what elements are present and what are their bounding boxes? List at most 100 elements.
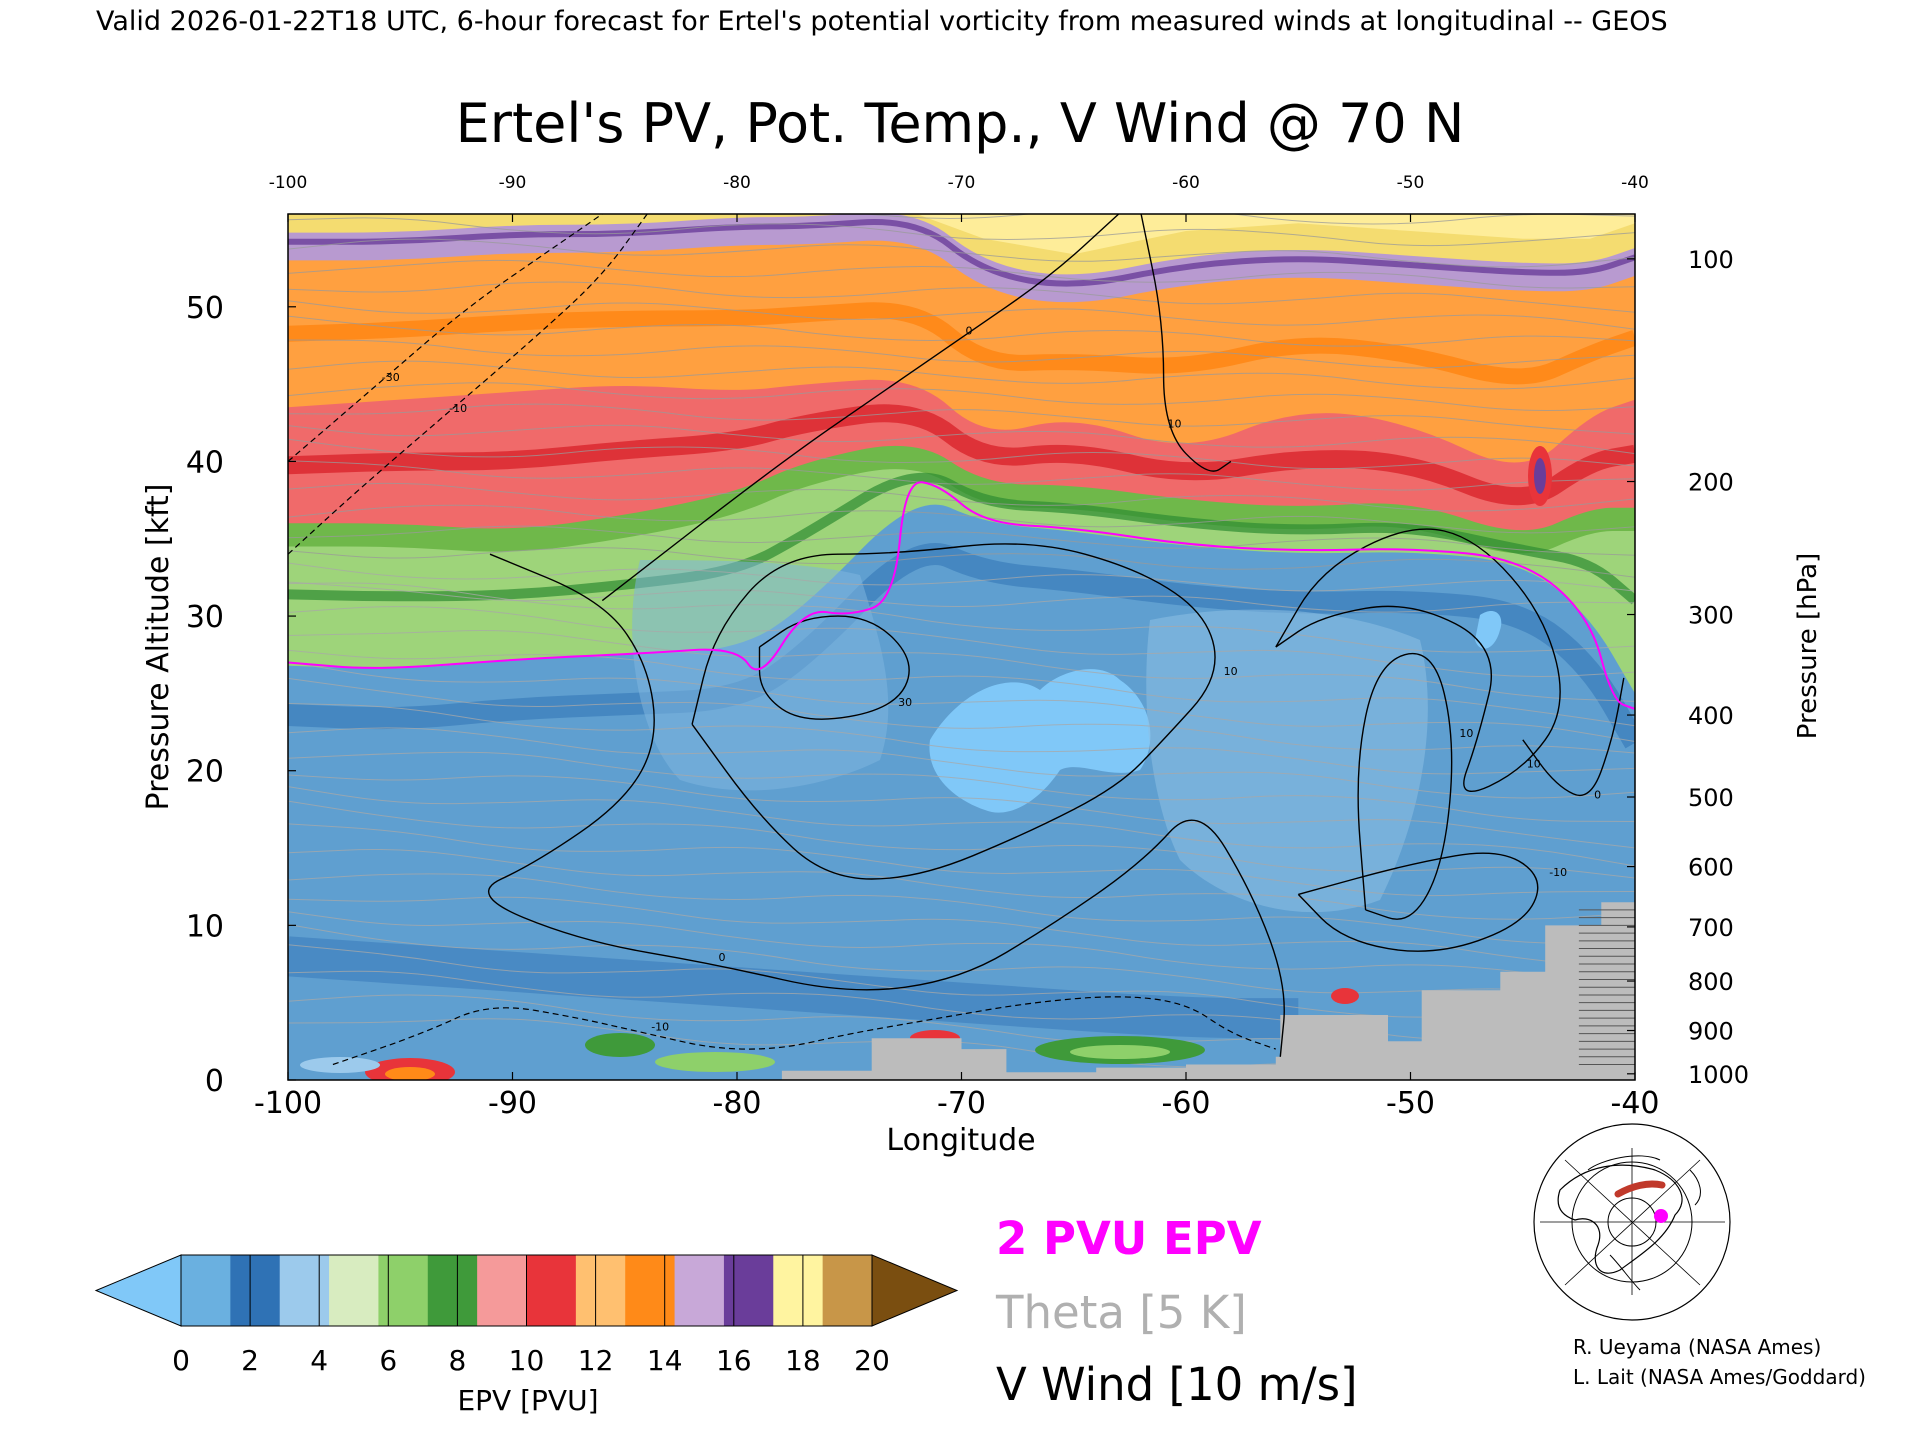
x-tick-label: -70 xyxy=(937,1086,986,1121)
epv-band xyxy=(288,404,1635,506)
v-wind-contour-label: -10 xyxy=(449,402,467,415)
y-tick-label: 20 xyxy=(186,755,224,790)
pressure-axis-label: Pressure [hPa] xyxy=(1793,553,1823,740)
x-top-tick-label: -60 xyxy=(1172,173,1200,193)
v-wind-contour xyxy=(1275,528,1561,792)
theta-contour xyxy=(288,315,1635,347)
y-tick-label: 10 xyxy=(186,909,224,944)
pressure-tick-label: 500 xyxy=(1688,784,1734,812)
theta-contour xyxy=(288,460,1635,491)
theta-contour xyxy=(288,703,1635,775)
theta-contour xyxy=(288,217,1635,247)
theta-contour xyxy=(288,504,1635,534)
y-tick-label: 0 xyxy=(205,1064,224,1099)
pressure-tick-label: 200 xyxy=(1688,469,1734,497)
theta-contour xyxy=(288,339,1635,369)
surface-pv-patch xyxy=(385,1067,435,1080)
colorbar-tick-label: 16 xyxy=(716,1344,752,1377)
theta-contour xyxy=(288,661,1635,742)
colorbar-under-triangle xyxy=(94,1254,182,1327)
surface-pv-patch xyxy=(300,1057,380,1073)
surface-pv-patch xyxy=(1534,458,1546,494)
section-line xyxy=(1614,1180,1666,1198)
legend-theta: Theta [5 K] xyxy=(995,1286,1247,1339)
v-wind-contour xyxy=(758,615,910,720)
theta-contour xyxy=(288,300,1635,330)
theta-contour xyxy=(288,800,1635,879)
epv-band xyxy=(288,936,1299,1039)
v-wind-contour-label: 0 xyxy=(966,325,973,338)
v-wind-contour xyxy=(1357,652,1453,920)
colorbar-tick-label: 4 xyxy=(310,1344,328,1377)
theta-contour xyxy=(288,403,1635,435)
theta-contour xyxy=(288,677,1635,754)
coastline xyxy=(1587,1155,1701,1291)
epv-band xyxy=(288,219,1635,287)
v-wind-contour-label: 10 xyxy=(1527,758,1541,771)
credit-ueyama: R. Ueyama (NASA Ames) xyxy=(1573,1335,1821,1359)
theta-contour xyxy=(288,774,1635,849)
x-top-tick-label: -40 xyxy=(1621,173,1649,193)
theta-contour xyxy=(288,924,1635,1004)
x-axis: -100 -90 -80 -70 -60 -50 -40 xyxy=(254,1072,1660,1121)
terrain-fill xyxy=(748,902,1635,1080)
locator-map xyxy=(1533,1123,1731,1321)
v-wind-contour-label: 10 xyxy=(1168,418,1182,431)
colorbar-swatch xyxy=(230,1255,281,1326)
y-axis-label: Pressure Altitude [kft] xyxy=(141,484,176,811)
colorbar-tick-label: 8 xyxy=(448,1344,466,1377)
theta-contour xyxy=(288,786,1635,867)
theta-contour xyxy=(288,649,1635,727)
theta-contour xyxy=(288,424,1635,455)
pressure-tick-label: 300 xyxy=(1688,602,1734,630)
v-wind-contours: 0 0 10 30 10 -10 10 10 0 -30 -10 -10 xyxy=(288,214,1625,1066)
v-wind-contour-dashed xyxy=(332,996,1276,1066)
colorbar-swatch xyxy=(625,1255,676,1326)
pressure-tick-label: 400 xyxy=(1688,702,1734,730)
surface-pv-patch xyxy=(585,1033,655,1057)
theta-contour xyxy=(288,562,1635,592)
epv-band xyxy=(288,302,1635,385)
pressure-tick-label: 900 xyxy=(1688,1018,1734,1046)
theta-contour xyxy=(288,873,1635,944)
colorbar-swatch xyxy=(279,1255,330,1326)
plot-area: 0 0 10 30 10 -10 10 10 0 -30 -10 -10 xyxy=(288,214,1635,1080)
x-tick-label: -40 xyxy=(1611,1086,1660,1121)
v-wind-contour-dashed xyxy=(288,214,603,462)
theta-contour xyxy=(288,630,1635,702)
y-tick-label: 30 xyxy=(186,600,224,635)
surface-pv-patch xyxy=(655,1052,775,1072)
theta-contour xyxy=(288,848,1635,920)
x-axis-top: -100 -90 -80 -70 -60 -50 -40 xyxy=(269,173,1649,222)
v-wind-contour-label: 10 xyxy=(1224,665,1238,678)
chart-title: Ertel's PV, Pot. Temp., V Wind @ 70 N xyxy=(456,92,1465,155)
pressure-tick-label: 100 xyxy=(1688,246,1734,274)
v-wind-contour-dashed xyxy=(288,214,648,555)
colorbar-tick-label: 10 xyxy=(509,1344,545,1377)
epv-light-patch xyxy=(929,669,1151,813)
v-wind-contour-label: -10 xyxy=(651,1021,669,1034)
colorbar-swatch xyxy=(329,1255,379,1326)
theta-contour xyxy=(288,606,1635,678)
epv-band xyxy=(288,472,1635,605)
colorbar-tick-label: 2 xyxy=(241,1344,259,1377)
epv-light-patch xyxy=(1475,610,1502,649)
theta-contour xyxy=(288,727,1635,799)
x-tick-label: -100 xyxy=(254,1086,322,1121)
colorbar-swatch xyxy=(773,1255,824,1326)
colorbar-tick-label: 0 xyxy=(172,1344,190,1377)
legend-vwind: V Wind [10 m/s] xyxy=(996,1358,1358,1411)
theta-contour xyxy=(288,751,1635,822)
epv-band xyxy=(288,214,1635,255)
v-wind-contour-label: 0 xyxy=(1594,789,1601,802)
surface-pv-patch xyxy=(1070,1045,1170,1059)
theta-contour xyxy=(288,259,1635,289)
v-wind-contour xyxy=(1522,677,1625,797)
theta-contour xyxy=(288,382,1635,412)
colorbar-swatch xyxy=(822,1255,873,1326)
pressure-tick-label: 700 xyxy=(1688,914,1734,942)
colorbar-swatch xyxy=(181,1255,231,1326)
colorbar-swatch xyxy=(575,1255,626,1326)
epv-band xyxy=(288,543,1635,749)
